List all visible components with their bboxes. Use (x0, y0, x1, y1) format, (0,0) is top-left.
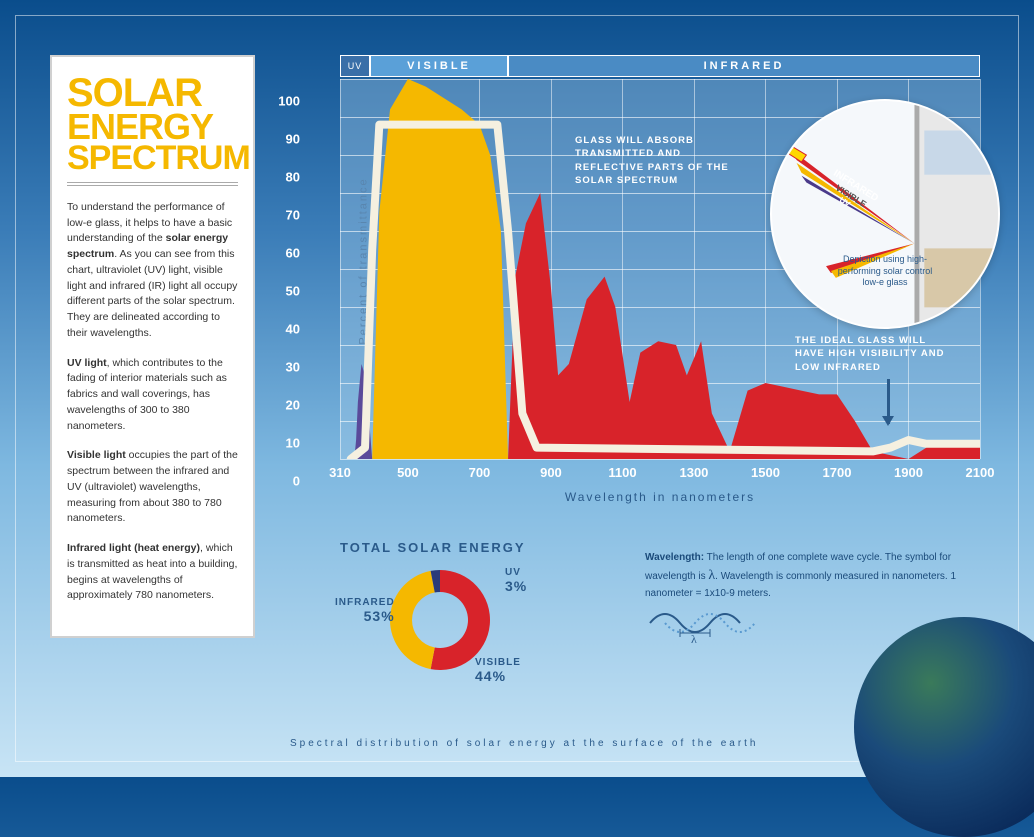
band-infrared: INFRARED (508, 55, 980, 77)
donut-pct-infrared: 53% (335, 608, 395, 624)
donut-label-visible: VISIBLE 44% (475, 657, 521, 684)
x-axis: 310500700900110013001500170019002100 (340, 459, 980, 484)
para-uv: UV light, which contributes to the fadin… (67, 356, 238, 435)
donut-section: TOTAL SOLAR ENERGY INFRARED 53% UV 3% VI… (340, 540, 600, 675)
donut-pct-visible: 44% (475, 668, 521, 684)
x-axis-label: Wavelength in nanometers (340, 490, 980, 504)
band-uv: UV (340, 55, 370, 77)
donut-pct-uv: 3% (505, 578, 527, 594)
para-visible: Visible light occupies the part of the s… (67, 448, 238, 527)
donut-wrap: INFRARED 53% UV 3% VISIBLE 44% (340, 565, 540, 675)
sidebar-panel: SOLAR ENERGY SPECTRUM To understand the … (50, 55, 255, 638)
ideal-arrow-icon (887, 379, 890, 424)
svg-text:λ: λ (691, 632, 697, 643)
title-l3: SPECTRUM (67, 143, 238, 174)
donut-title: TOTAL SOLAR ENERGY (340, 540, 600, 555)
band-visible: VISIBLE (370, 55, 508, 77)
title-rule (67, 182, 238, 186)
para-infrared: Infrared light (heat energy), which is t… (67, 541, 238, 604)
inset-svg: INFRARED VISIBLE UV (772, 101, 998, 327)
wavelength-wave-icon: λ (645, 603, 765, 643)
main-title: SOLAR ENERGY SPECTRUM (67, 75, 238, 174)
annot-ideal: THE IDEAL GLASS WILL HAVE HIGH VISIBILIT… (795, 334, 945, 374)
visible-area (372, 79, 508, 459)
chart-area: UV VISIBLE INFRARED 01020304050607080901… (290, 55, 990, 504)
wavelength-definition: Wavelength: The length of one complete w… (645, 550, 985, 601)
donut-label-uv: UV 3% (505, 567, 527, 594)
para-intro: To understand the performance of low-e g… (67, 200, 238, 342)
inset-diagram: INFRARED VISIBLE UV Depiction using high… (770, 99, 1000, 329)
spectrum-band-bar: UV VISIBLE INFRARED (340, 55, 980, 77)
donut-slice (390, 571, 435, 669)
donut-label-infrared: INFRARED 53% (335, 597, 395, 624)
plot-area: GLASS WILL ABSORB TRANSMITTED AND REFLEC… (340, 79, 980, 459)
annot-absorb: GLASS WILL ABSORB TRANSMITTED AND REFLEC… (575, 134, 745, 187)
footer-caption: Spectral distribution of solar energy at… (290, 738, 759, 749)
inset-caption: Depiction using high-performing solar co… (830, 254, 940, 289)
